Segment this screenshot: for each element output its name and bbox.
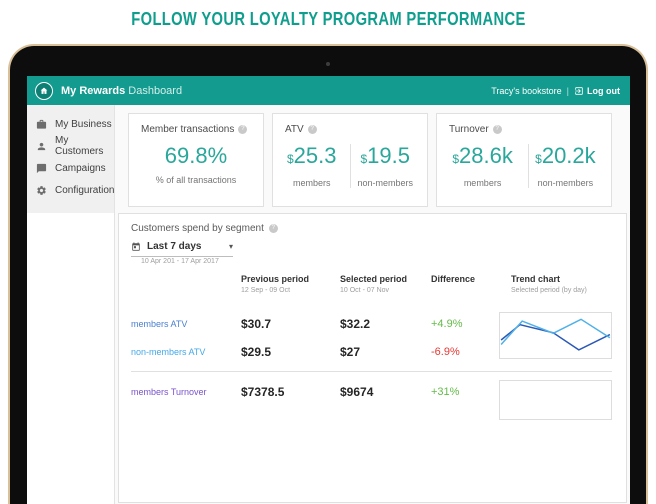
briefcase-icon <box>36 119 47 129</box>
metric-label: members <box>463 178 502 188</box>
metric-value: 69.8% <box>164 143 228 168</box>
person-icon <box>37 142 46 150</box>
row-label-non-members-atv: non-members ATV <box>131 347 206 357</box>
card-title: ATV <box>285 124 304 135</box>
calendar-icon <box>132 241 140 251</box>
app-bar: My Rewards Dashboard Tracy's bookstore |… <box>27 76 630 105</box>
table-row: members ATV $30.7 $32.2 +4.9% <box>119 310 626 338</box>
table-header: Previous period 12 Sep - 09 Oct Selected… <box>119 274 626 294</box>
col-previous-period: Previous period <box>241 274 310 284</box>
laptop-frame: My Rewards Dashboard Tracy's bookstore |… <box>8 44 648 504</box>
table-row: non-members ATV $29.5 $27 -6.9% <box>119 338 626 366</box>
date-filter-label: Last 7 days <box>147 241 202 252</box>
help-icon[interactable]: ? <box>492 125 502 134</box>
metric-label: non-members <box>537 178 594 188</box>
dashboard-screen: My Rewards Dashboard Tracy's bookstore |… <box>27 76 630 504</box>
metric-value: $28.6k <box>452 143 513 168</box>
selected-value: $27 <box>340 345 361 359</box>
metric-card-member-transactions: Member transactions ? 69.8% % of all tra… <box>128 113 264 207</box>
brand-suffix: Dashboard <box>128 84 183 97</box>
metric-card-atv: ATV ? $25.3 members $19.5 non-members <box>272 113 428 207</box>
col-selected-period: Selected period <box>340 274 408 284</box>
main-content: Member transactions ? 69.8% % of all tra… <box>115 105 630 504</box>
selected-value: $32.2 <box>340 317 371 331</box>
difference-value: +31% <box>431 386 460 398</box>
col-difference: Difference <box>431 274 476 284</box>
previous-value: $30.7 <box>241 317 272 331</box>
app-title: My Rewards Dashboard <box>61 85 182 97</box>
help-icon[interactable]: ? <box>307 125 317 134</box>
difference-value: -6.9% <box>431 346 460 358</box>
chat-icon <box>36 163 47 173</box>
date-filter-range: 10 Apr 201 - 17 Apr 2017 <box>141 258 219 265</box>
webcam-dot <box>326 62 330 66</box>
help-icon[interactable]: ? <box>268 224 278 233</box>
date-range-selector[interactable]: Last 7 days ▾ <box>131 241 233 257</box>
selected-value: $9674 <box>340 385 374 399</box>
customers-spend-section: Customers spend by segment ? Last 7 days… <box>118 213 627 503</box>
col-trend-chart: Trend chart <box>511 274 561 284</box>
metric-value: $19.5 <box>360 143 410 168</box>
metric-value: $20.2k <box>535 143 596 168</box>
card-title: Member transactions <box>141 124 235 135</box>
sidebar-item-my-business[interactable]: My Business <box>27 113 114 135</box>
brand-name: My Rewards <box>61 84 126 97</box>
account-name: Tracy's bookstore <box>491 85 562 96</box>
sidebar-item-campaigns[interactable]: Campaigns <box>27 157 114 179</box>
row-divider <box>131 371 612 372</box>
metric-card-turnover: Turnover ? $28.6k members $20.2k non-mem… <box>436 113 612 207</box>
previous-value: $29.5 <box>241 345 272 359</box>
help-icon[interactable]: ? <box>238 125 248 134</box>
logout-icon <box>575 86 583 95</box>
sidebar-item-my-customers[interactable]: My Customers <box>27 135 114 157</box>
metric-value: $25.3 <box>286 143 337 168</box>
trend-sparkline-atv <box>499 312 612 359</box>
sidebar: My Business My Customers Campaigns Confi… <box>27 105 115 504</box>
page-title: FOLLOW YOUR LOYALTY PROGRAM PERFORMANCE <box>130 9 526 29</box>
previous-value: $7378.5 <box>241 385 285 399</box>
metric-label: members <box>292 178 331 188</box>
row-label-members-turnover: members Turnover <box>131 387 207 397</box>
metric-label: % of all transactions <box>155 175 237 185</box>
section-title: Customers spend by segment <box>131 223 264 234</box>
card-title: Turnover <box>449 124 489 135</box>
app-logo-house-icon <box>35 81 53 100</box>
table-row: members Turnover $7378.5 $9674 +31% <box>119 378 626 406</box>
gear-icon <box>37 185 46 195</box>
divider: | <box>566 85 569 96</box>
row-label-members-atv: members ATV <box>131 319 188 329</box>
logout-button[interactable]: Log out <box>574 86 620 96</box>
chevron-down-icon: ▾ <box>228 242 233 251</box>
sidebar-item-configuration[interactable]: Configuration <box>27 179 114 201</box>
metric-label: non-members <box>357 178 414 188</box>
trend-sparkline-turnover <box>499 380 612 420</box>
difference-value: +4.9% <box>431 318 463 330</box>
